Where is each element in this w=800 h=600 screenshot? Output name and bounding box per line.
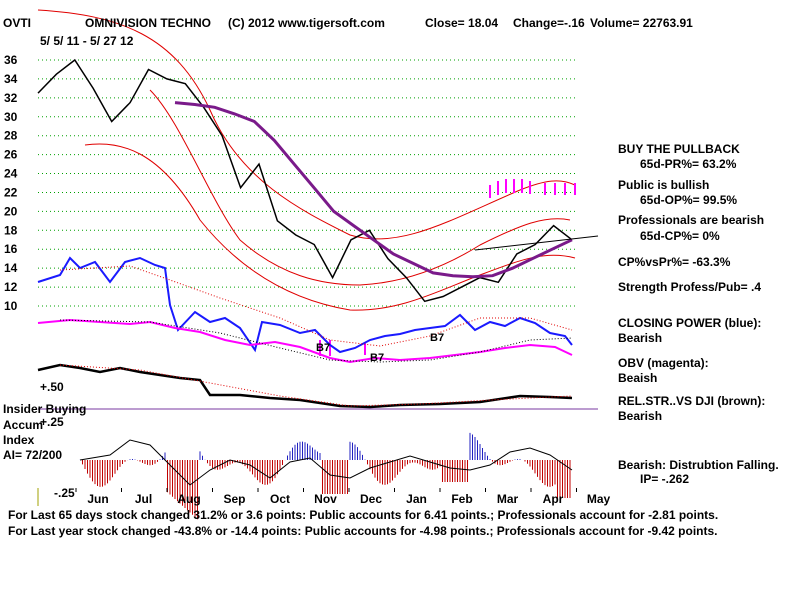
plus-50-label: +.50 xyxy=(40,380,64,394)
date-range: 5/ 5/ 11 - 5/ 27 12 xyxy=(40,34,134,48)
cp-vs-pr: CP%vsPr%= -63.3% xyxy=(618,255,731,269)
x-tick-label: May xyxy=(587,492,611,506)
cp-value: 65d-CP%= 0% xyxy=(640,229,720,243)
relstr-status: Bearish xyxy=(618,409,663,423)
distribution-label: Bearish: Distrubtion Falling. xyxy=(618,458,779,472)
closing-power-dotted-line xyxy=(59,265,573,347)
y-tick-label: 20 xyxy=(4,204,18,218)
footer-line-65d: For Last 65 days stock changed 31.2% or … xyxy=(8,508,719,522)
buy-signal-arrows xyxy=(319,179,576,356)
moving-average-line xyxy=(174,101,573,279)
x-tick-label: Nov xyxy=(314,492,337,506)
price-axis-ticks: 36 34 32 30 28 26 24 22 20 18 16 14 12 10 xyxy=(4,53,18,313)
change-value: Change=-.16 xyxy=(513,16,585,30)
index-label: Index xyxy=(3,433,35,447)
pr-value: 65d-PR%= 63.2% xyxy=(640,157,737,171)
trendline xyxy=(474,235,599,251)
ticker: OVTI xyxy=(3,16,32,30)
x-tick-label: Aug xyxy=(177,492,200,506)
y-tick-label: 36 xyxy=(4,53,18,67)
y-tick-label: 22 xyxy=(4,185,18,199)
x-tick-label: Dec xyxy=(360,492,382,506)
ai-value: AI= 72/200 xyxy=(3,448,63,462)
closing-power-line xyxy=(37,256,573,354)
insider-buying: Insider Buying xyxy=(3,402,87,416)
buy-the-pullback: BUY THE PULLBACK xyxy=(618,142,740,156)
closing-power-label: CLOSING POWER (blue): xyxy=(618,316,762,330)
x-tick-label: Mar xyxy=(497,492,519,506)
professionals-bearish: Professionals are bearish xyxy=(618,213,765,227)
minus-25-label: -.25 xyxy=(54,486,75,500)
inner-band-line xyxy=(149,89,571,286)
y-tick-label: 34 xyxy=(4,72,18,86)
y-tick-label: 24 xyxy=(4,167,18,181)
b7-label: B7 xyxy=(316,342,331,354)
x-tick-label: Sep xyxy=(223,492,245,506)
x-tick-label: Jun xyxy=(87,492,108,506)
b7-label: B7 xyxy=(370,352,385,364)
y-tick-label: 12 xyxy=(4,280,18,294)
y-tick-label: 18 xyxy=(4,223,18,237)
upper-band xyxy=(37,9,576,240)
obv-line xyxy=(37,318,573,364)
y-tick-label: 28 xyxy=(4,129,18,143)
y-tick-label: 26 xyxy=(4,148,18,162)
accumulation-index-bars xyxy=(79,432,571,520)
inner-band xyxy=(149,89,571,286)
y-tick-label: 14 xyxy=(4,261,18,275)
plus-25-label: +.25 xyxy=(40,415,64,429)
y-tick-label: 16 xyxy=(4,242,18,256)
lower-band xyxy=(84,143,576,311)
lower-band-line xyxy=(84,143,576,311)
obv-status: Beaish xyxy=(618,371,658,385)
volume-value: Volume= 22763.91 xyxy=(590,16,693,30)
accum-average-line xyxy=(79,439,573,486)
close-value: Close= 18.04 xyxy=(425,16,499,30)
x-tick-label: Oct xyxy=(270,492,290,506)
x-tick-label: Jan xyxy=(406,492,427,506)
price-series-line xyxy=(37,58,573,303)
obv-label: OBV (magenta): xyxy=(618,356,709,370)
closing-power-status: Bearish xyxy=(618,331,663,345)
public-bullish: Public is bullish xyxy=(618,178,710,192)
x-tick-label: Apr xyxy=(543,492,564,506)
y-tick-label: 10 xyxy=(4,299,18,313)
footer-line-year: For Last year stock changed -43.8% or -1… xyxy=(8,524,718,538)
upper-band-line xyxy=(37,9,576,240)
y-tick-label: 30 xyxy=(4,110,18,124)
strength-ratio: Strength Profess/Pub= .4 xyxy=(618,280,762,294)
accum-label: Accum xyxy=(3,418,44,432)
price-gridlines xyxy=(38,59,575,307)
relstr-label: REL.STR..VS DJI (brown): xyxy=(618,394,766,408)
op-value: 65d-OP%= 99.5% xyxy=(640,193,738,207)
month-axis: Jun Jul Aug Sep Oct Nov Dec Jan Feb Mar Apr May xyxy=(75,488,611,506)
y-tick-label: 32 xyxy=(4,91,18,105)
x-tick-label: Feb xyxy=(451,492,472,506)
obv-dotted-line xyxy=(59,319,573,363)
x-tick-label: Jul xyxy=(135,492,152,506)
company-name: OMNIVISION TECHNO xyxy=(85,16,212,30)
relstr-line xyxy=(37,363,573,409)
b7-label: B7 xyxy=(430,332,445,344)
copyright: (C) 2012 www.tigersoft.com xyxy=(228,16,385,30)
ip-value: IP= -.262 xyxy=(640,472,690,486)
